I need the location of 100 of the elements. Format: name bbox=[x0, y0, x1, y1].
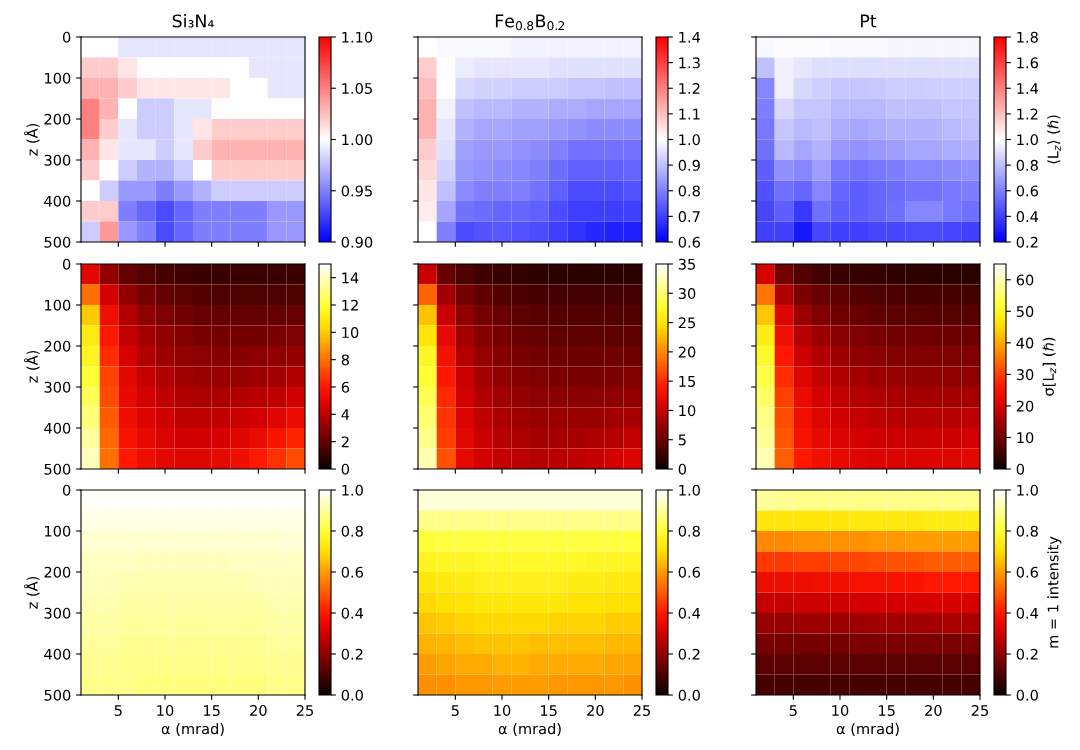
color-bar-label: 1.0 bbox=[342, 484, 363, 496]
color-bar-label: 0.95 bbox=[341, 185, 372, 197]
color-bar-label: 1.1 bbox=[679, 108, 700, 120]
y-tick-label: 300 bbox=[44, 154, 71, 166]
color-bar-label: 15 bbox=[679, 376, 696, 387]
x-tick-label: 10 bbox=[157, 704, 174, 717]
y-tick-label: 100 bbox=[45, 525, 71, 537]
color-bar-label: 0.0 bbox=[678, 689, 700, 701]
color-bar-label: 35 bbox=[678, 258, 696, 270]
color-bar-label: 0.6 bbox=[678, 566, 700, 578]
color-bar-label: 0.6 bbox=[678, 236, 700, 248]
color-bar-label: 0.8 bbox=[678, 525, 700, 537]
color-bar-label: 1.2 bbox=[679, 82, 700, 94]
color-bar-label: 1.2 bbox=[1017, 108, 1038, 120]
x-tick-label: 5 bbox=[789, 705, 797, 717]
color-bar-label: 20 bbox=[678, 346, 696, 358]
y-tick-label: 500 bbox=[44, 463, 71, 475]
color-bar-label: 1.0 bbox=[679, 484, 700, 496]
x-tick-label: 20 bbox=[587, 704, 604, 717]
color-bar-label: 8 bbox=[341, 354, 349, 366]
color-bar-label: 0.8 bbox=[1016, 159, 1038, 171]
x-tick-label: 10 bbox=[494, 704, 511, 717]
x-axis-title: α (mrad) bbox=[161, 723, 224, 737]
color-bar-label: 20 bbox=[1016, 400, 1034, 412]
color-bar-label: 0.8 bbox=[1016, 525, 1038, 537]
color-bar-label: 4 bbox=[341, 409, 350, 420]
color-bar-label: 0.2 bbox=[1016, 648, 1038, 660]
y-tick-label: 400 bbox=[44, 648, 71, 660]
color-bar-title: σ[L$_{z}$] (ℏ) bbox=[1042, 337, 1057, 396]
color-bar-label: 12 bbox=[342, 299, 358, 311]
x-tick-label: 15 bbox=[203, 705, 220, 717]
y-tick-label: 200 bbox=[44, 113, 71, 125]
color-bar-label: 0.2 bbox=[678, 648, 700, 660]
y-tick-label: 200 bbox=[44, 566, 71, 578]
color-bar-label: 0.6 bbox=[1016, 185, 1038, 197]
color-bar-label: 1.0 bbox=[679, 134, 700, 146]
color-bar-label: 0.0 bbox=[341, 689, 363, 701]
x-tick-label: 15 bbox=[540, 705, 557, 717]
color-bar-label: 10 bbox=[679, 405, 696, 417]
color-bar-label: 25 bbox=[678, 317, 696, 329]
y-tick-label: 500 bbox=[44, 236, 71, 248]
y-tick-label: 0 bbox=[62, 31, 71, 43]
color-bar-label: 10 bbox=[342, 327, 359, 339]
y-tick-label: 500 bbox=[44, 689, 71, 701]
color-bar-label: 0.0 bbox=[1016, 689, 1038, 701]
color-bar-label: 0.8 bbox=[678, 185, 700, 197]
color-bar-label: 60 bbox=[1016, 274, 1034, 286]
x-tick-label: 20 bbox=[250, 704, 267, 717]
y-tick-label: 0 bbox=[62, 258, 71, 270]
y-tick-label: 300 bbox=[44, 607, 71, 619]
color-bar-label: 0 bbox=[678, 463, 687, 475]
x-tick-label: 5 bbox=[451, 705, 459, 717]
color-bar-label: 30 bbox=[1016, 369, 1034, 381]
chart-title: Fe$_{0.8}$B$_{0.2}$ bbox=[495, 14, 565, 31]
color-bar-label: 0.4 bbox=[341, 607, 364, 619]
color-bar-label: 0.90 bbox=[341, 236, 373, 248]
chart-title: Pt bbox=[861, 14, 877, 28]
x-axis-title: α (mrad) bbox=[498, 723, 561, 737]
color-bar-label: 1.00 bbox=[342, 134, 373, 146]
x-tick-label: 25 bbox=[971, 704, 988, 717]
x-tick-label: 5 bbox=[114, 705, 122, 717]
y-tick-label: 400 bbox=[44, 422, 71, 434]
x-tick-label: 20 bbox=[925, 704, 942, 717]
color-bar-label: 0.4 bbox=[1016, 607, 1039, 619]
y-tick-label: 400 bbox=[44, 195, 71, 207]
color-bar-label: 0.9 bbox=[678, 159, 700, 171]
color-bar-label: 0.6 bbox=[1016, 566, 1038, 578]
color-bar-label: 0.8 bbox=[341, 525, 363, 537]
chart-title: Si₃N₄ bbox=[172, 14, 214, 28]
x-tick-label: 25 bbox=[633, 704, 650, 717]
x-axis-title: α (mrad) bbox=[836, 723, 899, 737]
color-bar-label: 0.4 bbox=[678, 607, 701, 619]
color-bar-title: m = 1 intensity bbox=[1047, 536, 1062, 648]
color-bar-label: 0.2 bbox=[1016, 236, 1038, 248]
color-bar-label: 0.7 bbox=[678, 211, 700, 223]
color-bar-title: ⟨L$_{z}$⟩ (ℏ) bbox=[1047, 115, 1061, 164]
color-bar-label: 0.4 bbox=[1016, 211, 1039, 223]
color-bar-label: 1.0 bbox=[1017, 134, 1038, 146]
color-bar-label: 1.05 bbox=[342, 82, 372, 94]
y-axis-title: z (Å) bbox=[24, 576, 40, 609]
color-bar-label: 1.10 bbox=[342, 31, 373, 43]
color-bar-label: 1.6 bbox=[1017, 57, 1038, 69]
color-bar-label: 30 bbox=[678, 288, 696, 300]
color-bar-label: 1.4 bbox=[1017, 83, 1039, 94]
color-bar-label: 1.4 bbox=[679, 31, 701, 43]
x-tick-label: 10 bbox=[832, 704, 849, 717]
color-bar-label: 2 bbox=[341, 436, 349, 448]
color-bar-label: 10 bbox=[1017, 432, 1034, 444]
x-tick-label: 25 bbox=[296, 704, 313, 717]
color-bar-label: 50 bbox=[1016, 306, 1034, 318]
color-bar-label: 1.3 bbox=[679, 57, 700, 69]
x-tick-label: 15 bbox=[878, 705, 895, 717]
color-bar-label: 14 bbox=[342, 272, 359, 284]
color-bar-label: 40 bbox=[1016, 337, 1034, 349]
color-bar-label: 0 bbox=[1016, 463, 1025, 475]
y-tick-label: 300 bbox=[44, 381, 71, 393]
color-bar-label: 0.2 bbox=[341, 648, 363, 660]
color-bar-label: 1.0 bbox=[1017, 484, 1038, 496]
y-tick-label: 0 bbox=[62, 484, 71, 496]
y-tick-label: 100 bbox=[45, 72, 71, 84]
